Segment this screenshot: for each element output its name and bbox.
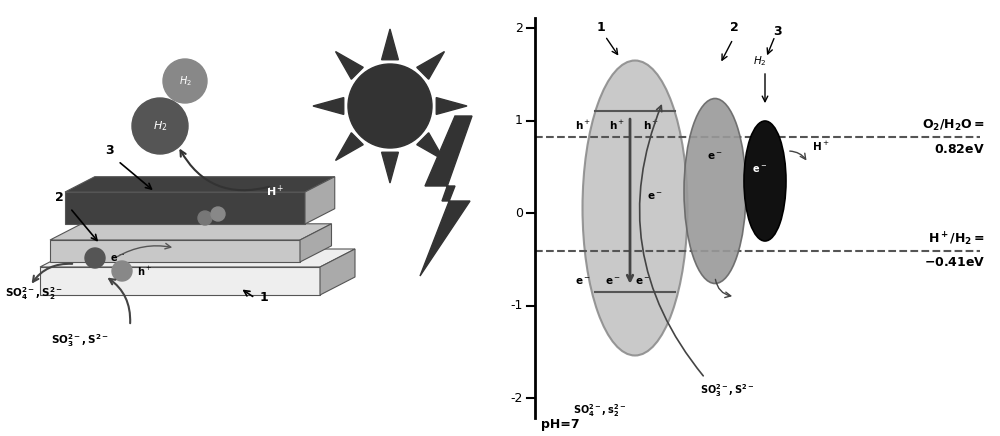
Text: h$^+$: h$^+$: [609, 119, 625, 133]
Polygon shape: [40, 267, 320, 295]
Polygon shape: [40, 249, 355, 267]
Text: h$^+$: h$^+$: [643, 119, 659, 133]
Text: 1: 1: [260, 291, 269, 304]
Polygon shape: [305, 177, 335, 224]
Text: $\mathbf{SO_3^{2-}, S^{2-}}$: $\mathbf{SO_3^{2-}, S^{2-}}$: [51, 333, 109, 349]
Text: $\mathbf{0.82eV}$: $\mathbf{0.82eV}$: [934, 143, 985, 156]
Polygon shape: [417, 133, 444, 160]
Text: -2: -2: [511, 392, 523, 405]
Text: $\mathbf{O_2/H_2O=}$: $\mathbf{O_2/H_2O=}$: [922, 118, 985, 133]
Ellipse shape: [582, 61, 688, 355]
Text: 0: 0: [515, 207, 523, 219]
Ellipse shape: [684, 99, 746, 283]
Text: $H_2$: $H_2$: [753, 54, 767, 68]
Text: 1: 1: [597, 21, 606, 34]
Circle shape: [348, 64, 432, 148]
Text: $\mathbf{SO_3^{2-}, S^{2-}}$: $\mathbf{SO_3^{2-}, S^{2-}}$: [700, 383, 755, 399]
Polygon shape: [320, 249, 355, 295]
Polygon shape: [420, 116, 472, 276]
Polygon shape: [417, 51, 444, 79]
Text: h$^+$: h$^+$: [137, 265, 152, 278]
Text: e$^-$: e$^-$: [110, 252, 125, 263]
Text: h$^+$: h$^+$: [575, 119, 591, 133]
Text: $\mathbf{SO_4^{2-}, s_2^{2-}}$: $\mathbf{SO_4^{2-}, s_2^{2-}}$: [573, 402, 627, 419]
Text: 2: 2: [55, 191, 64, 204]
Circle shape: [198, 211, 212, 225]
Text: e$^-$: e$^-$: [575, 276, 591, 286]
Text: -1: -1: [511, 299, 523, 312]
Text: e$^-$: e$^-$: [647, 191, 663, 202]
Text: $H_2$: $H_2$: [153, 119, 167, 133]
Text: 1: 1: [515, 114, 523, 127]
Text: H$^+$: H$^+$: [812, 140, 830, 153]
Text: 3: 3: [773, 24, 782, 37]
Polygon shape: [336, 51, 363, 79]
Polygon shape: [436, 98, 467, 114]
Text: $\mathbf{SO_4^{2-}, S_2^{2-}}$: $\mathbf{SO_4^{2-}, S_2^{2-}}$: [5, 286, 63, 303]
Circle shape: [112, 261, 132, 281]
Polygon shape: [65, 177, 335, 192]
Ellipse shape: [744, 121, 786, 241]
Text: $H_2$: $H_2$: [179, 74, 191, 88]
Circle shape: [85, 248, 105, 268]
Polygon shape: [382, 152, 398, 183]
Text: 2: 2: [515, 21, 523, 34]
Text: e$^-$: e$^-$: [635, 276, 651, 286]
Circle shape: [132, 98, 188, 154]
Polygon shape: [50, 240, 300, 262]
Polygon shape: [382, 29, 398, 60]
Polygon shape: [313, 98, 344, 114]
Polygon shape: [50, 224, 332, 240]
Text: e$^-$: e$^-$: [707, 150, 723, 161]
Text: e$^-$: e$^-$: [605, 276, 621, 286]
Text: H$^+$: H$^+$: [266, 184, 284, 199]
Text: 2: 2: [730, 21, 739, 34]
Text: 3: 3: [105, 144, 114, 157]
Polygon shape: [336, 133, 363, 160]
Text: pH=7: pH=7: [541, 418, 579, 430]
Text: $\mathbf{-0.41eV}$: $\mathbf{-0.41eV}$: [924, 256, 985, 269]
Circle shape: [163, 59, 207, 103]
Polygon shape: [65, 192, 305, 224]
Text: $\mathbf{H^+/H_2=}$: $\mathbf{H^+/H_2=}$: [928, 230, 985, 248]
Polygon shape: [300, 224, 332, 262]
Text: e$^-$: e$^-$: [752, 164, 768, 174]
Circle shape: [211, 207, 225, 221]
